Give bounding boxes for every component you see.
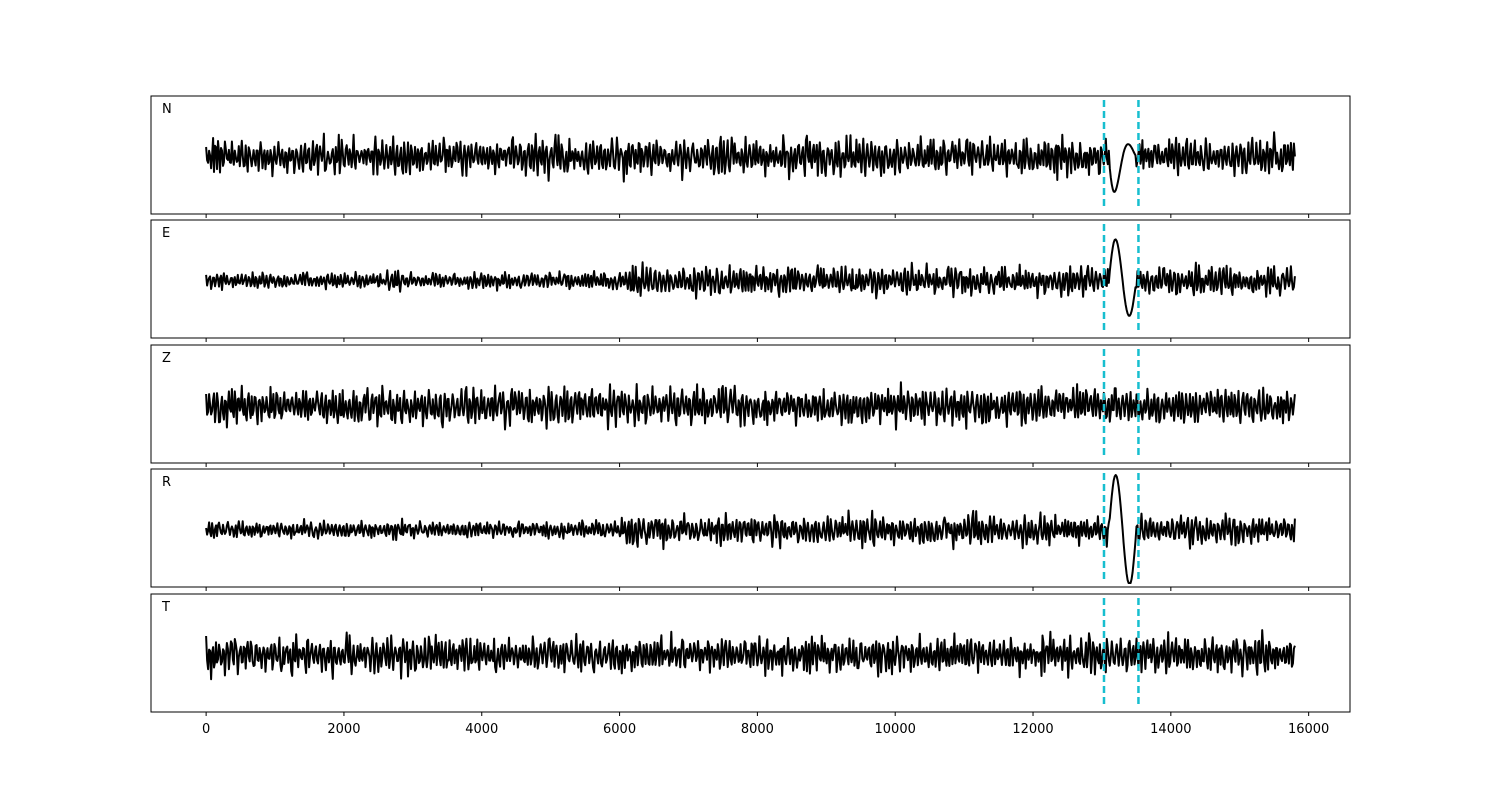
panel-z: Z [150,344,1351,467]
panel-r: R [150,468,1351,591]
channel-label: T [161,600,170,615]
waveform-trace [205,629,1296,681]
x-tick-label: 8000 [741,722,774,737]
x-tick-label: 14000 [1150,722,1191,737]
panel-t: T [150,593,1351,716]
channel-label: N [162,102,172,117]
x-tick-label: 4000 [465,722,498,737]
x-tick-label: 2000 [327,722,360,737]
channel-label: R [162,475,171,490]
x-tick-label: 12000 [1012,722,1053,737]
waveform-trace [205,474,1296,584]
panel-e: E [150,219,1351,342]
panel-n: N [150,95,1351,218]
x-tick-label: 0 [202,722,210,737]
x-tick-label: 16000 [1288,722,1329,737]
channel-label: Z [162,351,171,366]
waveform-trace [205,381,1296,431]
waveform-trace [205,131,1296,193]
channel-label: E [162,226,170,241]
waveform-trace [205,238,1296,317]
panels-layer: N E Z R T [150,95,1351,716]
x-tick-label: 10000 [875,722,916,737]
x-tick-label: 6000 [603,722,636,737]
x-axis: 0 2000 4000 6000 8000 10000 12000 14000 16000 [202,722,1329,737]
